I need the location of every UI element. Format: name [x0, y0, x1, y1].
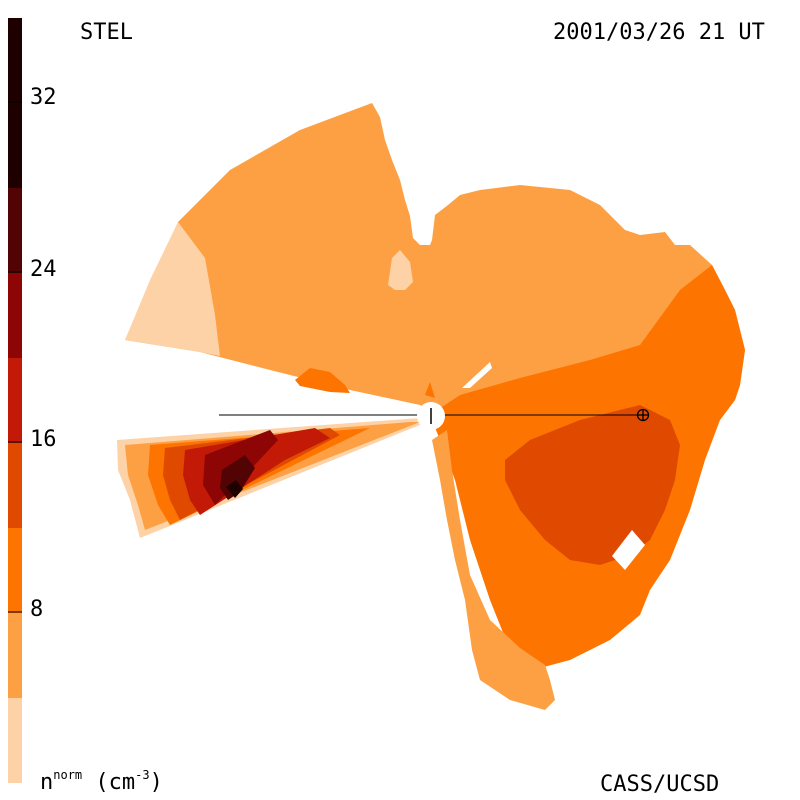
- colorbar-tick-16: 16: [30, 427, 57, 452]
- colorbar-tick-8: 8: [30, 597, 43, 622]
- sector-right-white-notch: [612, 530, 645, 570]
- unit-superscript: norm: [53, 768, 83, 782]
- unit-paren: (cm: [82, 770, 136, 795]
- sector-upper-left-orange-lobe: [295, 368, 350, 393]
- sector-upper-left-gap-patch: [388, 250, 413, 290]
- timestamp-label: 2001/03/26 21 UT: [553, 20, 765, 45]
- earth-icon: [636, 408, 650, 422]
- colorbar-level-4: [8, 443, 22, 528]
- sector-left-wedge: [117, 418, 432, 538]
- colorbar-level-3: [8, 528, 22, 613]
- unit-label: nnorm (cm-3): [40, 769, 163, 795]
- colorbar: 8 16 24 32: [8, 18, 57, 783]
- wedge-black: [226, 480, 243, 498]
- colorbar-tick-32: 32: [30, 85, 57, 110]
- sector-upper-left-white-sliver: [462, 362, 492, 388]
- unit-close: ): [149, 770, 163, 795]
- sector-upper-left-pale: [125, 222, 220, 356]
- sector-right: [430, 265, 745, 668]
- sector-upper-left: [125, 103, 745, 420]
- colorbar-level-6: [8, 273, 22, 358]
- colorbar-level-5: [8, 358, 22, 443]
- sector-lower-light: [432, 430, 555, 710]
- unit-exponent: -3: [135, 768, 150, 782]
- sector-lower: [432, 430, 555, 710]
- colorbar-tick-24: 24: [30, 257, 57, 282]
- observatory-label: STEL: [80, 20, 133, 45]
- colorbar-level-1: [8, 698, 22, 783]
- credit-label: CASS/UCSD: [600, 772, 720, 797]
- colorbar-level-2: [8, 613, 22, 698]
- sector-right-dark-core: [505, 405, 680, 565]
- colorbar-level-7: [8, 188, 22, 273]
- colorbar-level-8: [8, 18, 22, 188]
- unit-base: n: [40, 770, 54, 795]
- sector-upper-left-base: [125, 103, 745, 420]
- sector-upper-left-center-orange: [425, 382, 435, 398]
